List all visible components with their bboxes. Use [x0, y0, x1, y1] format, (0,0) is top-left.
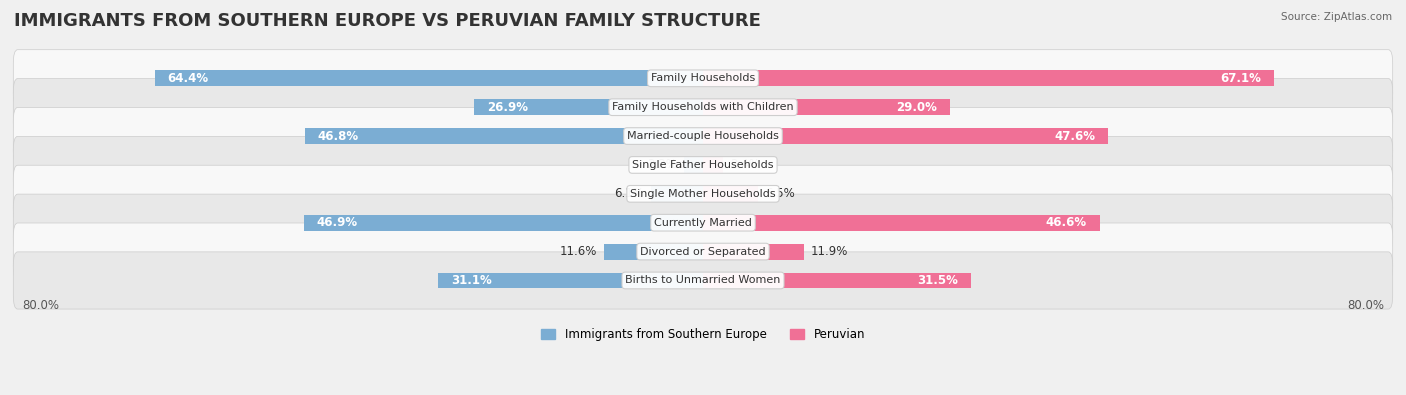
Bar: [703, 273, 972, 288]
Text: 6.5%: 6.5%: [765, 187, 794, 200]
FancyBboxPatch shape: [13, 50, 1393, 107]
Bar: [651, 186, 703, 202]
Bar: [703, 157, 724, 173]
Bar: [304, 215, 703, 231]
Text: Source: ZipAtlas.com: Source: ZipAtlas.com: [1281, 12, 1392, 22]
Text: 80.0%: 80.0%: [1347, 299, 1384, 312]
Text: 47.6%: 47.6%: [1054, 130, 1095, 143]
Text: Currently Married: Currently Married: [654, 218, 752, 228]
Bar: [703, 186, 758, 202]
Text: 80.0%: 80.0%: [22, 299, 59, 312]
FancyBboxPatch shape: [13, 165, 1393, 222]
Text: Single Mother Households: Single Mother Households: [630, 189, 776, 199]
FancyBboxPatch shape: [13, 79, 1393, 136]
Bar: [703, 128, 1108, 144]
Text: Married-couple Households: Married-couple Households: [627, 131, 779, 141]
Text: 2.2%: 2.2%: [648, 158, 678, 171]
Text: 11.6%: 11.6%: [560, 245, 598, 258]
Bar: [605, 244, 703, 260]
FancyBboxPatch shape: [13, 223, 1393, 280]
Bar: [703, 99, 950, 115]
Text: 46.6%: 46.6%: [1046, 216, 1087, 229]
Text: 64.4%: 64.4%: [167, 72, 208, 85]
Bar: [685, 157, 703, 173]
Bar: [305, 128, 703, 144]
Bar: [703, 244, 804, 260]
Text: Divorced or Separated: Divorced or Separated: [640, 246, 766, 257]
FancyBboxPatch shape: [13, 136, 1393, 194]
Bar: [474, 99, 703, 115]
Legend: Immigrants from Southern Europe, Peruvian: Immigrants from Southern Europe, Peruvia…: [536, 324, 870, 346]
Text: 67.1%: 67.1%: [1220, 72, 1261, 85]
FancyBboxPatch shape: [13, 252, 1393, 309]
Text: 2.4%: 2.4%: [730, 158, 761, 171]
Text: 29.0%: 29.0%: [896, 101, 938, 114]
Text: 26.9%: 26.9%: [486, 101, 527, 114]
Text: 46.9%: 46.9%: [316, 216, 357, 229]
Text: 46.8%: 46.8%: [318, 130, 359, 143]
Text: IMMIGRANTS FROM SOUTHERN EUROPE VS PERUVIAN FAMILY STRUCTURE: IMMIGRANTS FROM SOUTHERN EUROPE VS PERUV…: [14, 12, 761, 30]
FancyBboxPatch shape: [13, 194, 1393, 251]
Text: Births to Unmarried Women: Births to Unmarried Women: [626, 275, 780, 286]
Text: 31.1%: 31.1%: [451, 274, 492, 287]
Text: Single Father Households: Single Father Households: [633, 160, 773, 170]
Text: 6.1%: 6.1%: [614, 187, 644, 200]
Text: 31.5%: 31.5%: [918, 274, 959, 287]
Bar: [155, 70, 703, 86]
Text: 11.9%: 11.9%: [811, 245, 848, 258]
Text: Family Households: Family Households: [651, 73, 755, 83]
Text: Family Households with Children: Family Households with Children: [612, 102, 794, 112]
Bar: [703, 215, 1099, 231]
FancyBboxPatch shape: [13, 107, 1393, 165]
Bar: [703, 70, 1274, 86]
Bar: [439, 273, 703, 288]
